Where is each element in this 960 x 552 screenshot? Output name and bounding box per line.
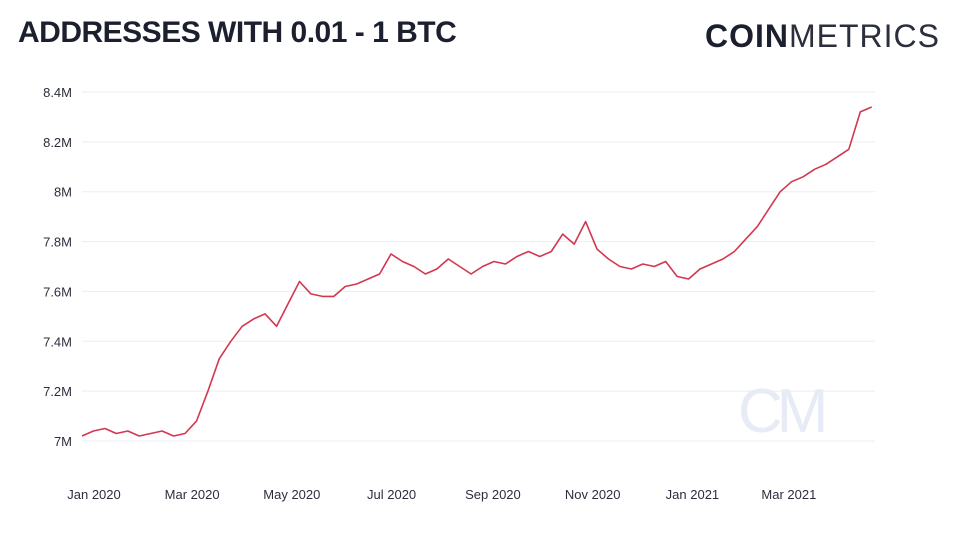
x-tick-label: Sep 2020 xyxy=(465,487,521,502)
y-tick-label: 7.4M xyxy=(43,334,72,349)
coinmetrics-logo: COINMETRICS xyxy=(705,18,940,55)
y-tick-label: 7.6M xyxy=(43,284,72,299)
x-tick-label: Jan 2020 xyxy=(67,487,121,502)
watermark-logo: CM xyxy=(738,377,824,446)
y-tick-label: 8.4M xyxy=(43,85,72,100)
series-line xyxy=(81,106,873,437)
x-tick-label: Jan 2021 xyxy=(666,487,720,502)
y-tick-label: 7.8M xyxy=(43,235,72,250)
y-tick-label: 8M xyxy=(54,185,72,200)
y-axis: 7M 7.2M 7.4M 7.6M 7.8M 8M 8.2M 8.4M xyxy=(43,85,72,449)
logo-light-text: METRICS xyxy=(789,18,940,54)
x-tick-label: Mar 2021 xyxy=(761,487,816,502)
x-tick-label: Nov 2020 xyxy=(565,487,621,502)
x-axis: Jan 2020 Mar 2020 May 2020 Jul 2020 Sep 2020… xyxy=(67,487,816,502)
y-tick-label: 7M xyxy=(54,434,72,449)
y-tick-label: 8.2M xyxy=(43,135,72,150)
x-tick-label: Jul 2020 xyxy=(367,487,416,502)
x-tick-label: May 2020 xyxy=(263,487,320,502)
logo-bold-text: COIN xyxy=(705,18,789,54)
y-tick-label: 7.2M xyxy=(43,384,72,399)
x-tick-label: Mar 2020 xyxy=(165,487,220,502)
chart-title: ADDRESSES WITH 0.01 - 1 BTC xyxy=(18,16,457,49)
